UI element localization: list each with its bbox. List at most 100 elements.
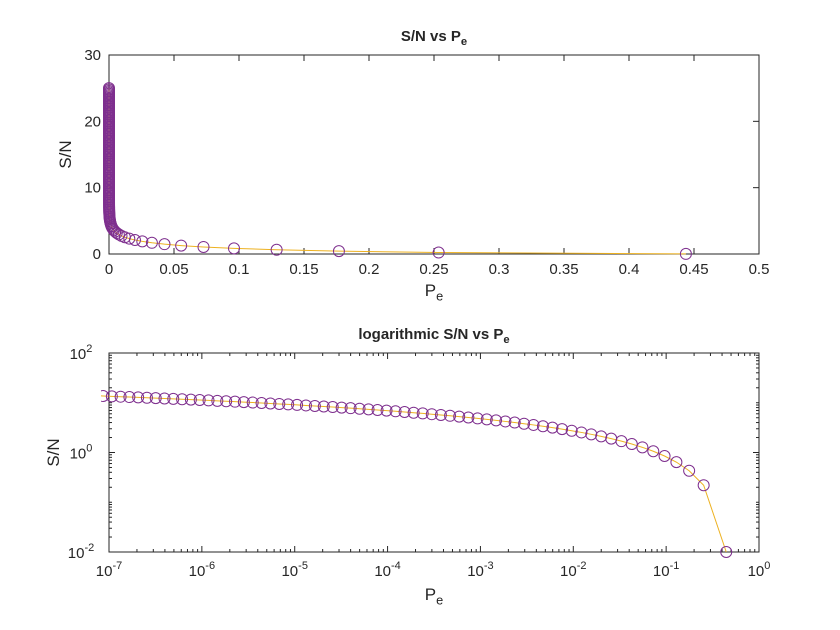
data-point xyxy=(317,400,330,413)
data-point xyxy=(308,399,321,412)
data-point xyxy=(0,387,4,398)
data-point xyxy=(220,395,233,408)
data-point xyxy=(407,406,420,419)
data-point xyxy=(636,441,649,454)
data-point xyxy=(10,387,21,398)
data-point xyxy=(105,390,118,403)
data-point xyxy=(647,445,660,458)
y-axis-label: S/N xyxy=(44,438,63,466)
data-point xyxy=(453,410,466,423)
x-tick-label: 0.5 xyxy=(749,261,770,278)
data-point xyxy=(167,392,180,405)
top-plot: 0 0.05 0.1 0.15 0.2 0.25 0.3 0.35 0.4 0.45 0.5 0 10 2… xyxy=(56,28,769,303)
data-point xyxy=(45,389,56,400)
data-point xyxy=(123,391,136,404)
data-point xyxy=(291,398,304,411)
axes-box xyxy=(108,352,760,553)
data-point xyxy=(132,391,145,404)
data-point xyxy=(380,404,393,417)
x-tick-label: 0.15 xyxy=(289,261,318,278)
x-tick-label: 0.2 xyxy=(359,261,380,278)
data-point xyxy=(184,393,197,406)
data-point xyxy=(136,235,149,248)
data-point xyxy=(255,397,268,410)
y-tick-label: 0 xyxy=(93,246,101,263)
data-layer xyxy=(103,82,692,260)
data-point xyxy=(264,397,277,410)
data-point xyxy=(326,401,339,414)
data-point xyxy=(89,390,100,401)
data-point xyxy=(565,424,578,437)
data-point xyxy=(480,413,493,426)
data-point xyxy=(679,247,692,260)
x-tick-label: 100 xyxy=(748,560,771,580)
data-point xyxy=(227,242,240,255)
x-tick-label: 0.35 xyxy=(549,261,578,278)
bottom-plot: 10-7 10-6 10-5 10-4 10-3 10-2 10-1 100 10-2 100 10… xyxy=(0,326,771,607)
data-point xyxy=(425,408,438,421)
data-point xyxy=(28,388,39,399)
x-tick-label: 10-7 xyxy=(96,560,122,580)
chart-title: logarithmic S/N vs Pe xyxy=(358,326,509,346)
data-point xyxy=(140,391,153,404)
data-point xyxy=(332,245,345,258)
data-point xyxy=(193,394,206,407)
data-point xyxy=(273,397,286,410)
x-tick-label: 10-6 xyxy=(189,560,215,580)
x-tick-label: 0.25 xyxy=(419,261,448,278)
data-point xyxy=(389,405,402,418)
data-point xyxy=(270,243,283,256)
data-point xyxy=(575,426,588,439)
data-point xyxy=(585,428,598,441)
y-tick-label: 100 xyxy=(70,443,93,463)
data-point xyxy=(123,232,136,245)
y-tick-label: 10 xyxy=(84,180,101,197)
data-point xyxy=(595,430,608,443)
data-point xyxy=(527,418,540,431)
x-tick-label: 0.1 xyxy=(229,261,250,278)
data-point xyxy=(499,415,512,428)
data-point xyxy=(71,390,82,401)
data-point xyxy=(536,420,549,433)
data-point xyxy=(353,402,366,415)
data-point xyxy=(176,393,189,406)
y-tick-label: 102 xyxy=(70,343,93,363)
data-point xyxy=(299,399,312,412)
data-point xyxy=(444,409,457,422)
series-line xyxy=(101,395,727,553)
data-point xyxy=(658,450,671,463)
x-tick-label: 0.05 xyxy=(159,261,188,278)
data-point xyxy=(36,388,47,399)
data-point xyxy=(697,479,710,492)
data-point xyxy=(416,407,429,420)
data-point xyxy=(197,240,210,253)
data-point xyxy=(432,246,445,259)
x-axis-label: Pe xyxy=(425,585,443,607)
data-point xyxy=(211,394,224,407)
data-point xyxy=(546,421,559,434)
x-tick-label: 10-2 xyxy=(560,560,586,580)
x-tick-label: 10-1 xyxy=(653,560,679,580)
data-point xyxy=(683,464,696,477)
x-tick-label: 10-3 xyxy=(467,560,493,580)
data-point xyxy=(202,394,215,407)
x-tick-label: 0.3 xyxy=(489,261,510,278)
data-point xyxy=(229,395,241,408)
axes-box xyxy=(108,54,760,255)
data-point xyxy=(237,396,250,409)
y-tick-label: 10-2 xyxy=(68,542,94,562)
data-point xyxy=(556,423,569,436)
data-point xyxy=(462,411,475,424)
data-point xyxy=(114,390,127,403)
data-point xyxy=(371,404,384,416)
data-point xyxy=(63,389,74,400)
data-point xyxy=(101,390,110,403)
data-point xyxy=(103,82,115,95)
data-point xyxy=(720,546,733,558)
x-tick-label: 10-5 xyxy=(281,560,307,580)
x-tick-label: 0.45 xyxy=(679,261,708,278)
data-point xyxy=(398,405,411,418)
data-point xyxy=(335,401,348,414)
data-point xyxy=(19,388,30,399)
